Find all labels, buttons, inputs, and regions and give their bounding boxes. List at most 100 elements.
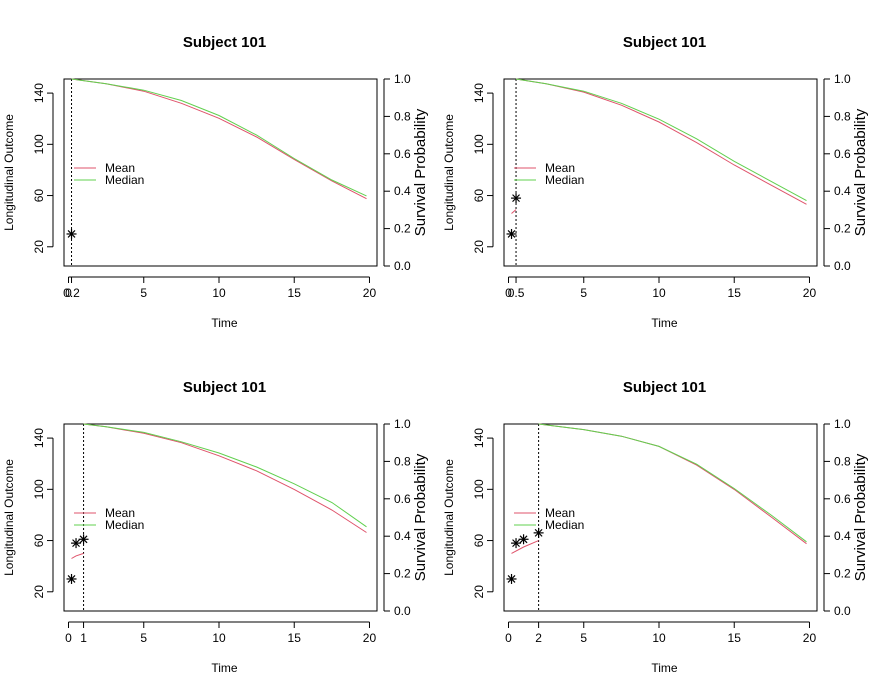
- y-right-tick-label-1: 0.2: [834, 567, 851, 581]
- x-tick-label-5: 5: [580, 631, 587, 645]
- y-left-tick-label-140: 140: [32, 83, 46, 103]
- y-right-tick-label-5: 1.0: [394, 72, 411, 86]
- legend-label-mean: Mean: [545, 161, 575, 175]
- y-right-tick-label-4: 0.8: [834, 454, 851, 468]
- y-right-tick-label-0: 0.0: [394, 259, 411, 273]
- x-tick-label-10: 10: [212, 631, 226, 645]
- y-left-tick-label-140: 140: [472, 83, 486, 103]
- y-right-axis-label: Survival Probability: [412, 453, 429, 581]
- legend-label-mean: Mean: [105, 161, 135, 175]
- y-right-tick-label-0: 0.0: [394, 604, 411, 618]
- y-left-tick-label-100: 100: [472, 479, 486, 499]
- y-left-tick-label-60: 60: [32, 534, 46, 548]
- survival-curve-median: [71, 78, 367, 197]
- y-right-tick-label-4: 0.8: [394, 454, 411, 468]
- x-tick-label-20: 20: [363, 631, 377, 645]
- y-left-tick-label-100: 100: [32, 479, 46, 499]
- y-right-tick-label-2: 0.4: [834, 184, 851, 198]
- y-right-tick-label-3: 0.6: [834, 492, 851, 506]
- panel-3: Subject 101 0 5 10 15 20 1 Time 20 60 100 140 Longit…: [2, 379, 429, 675]
- y-right-tick-label-5: 1.0: [834, 417, 851, 431]
- y-right-tick-label-2: 0.4: [394, 184, 411, 198]
- survival-curve-median: [83, 423, 367, 528]
- x-tick-label-5: 5: [140, 631, 147, 645]
- y-right-tick-label-1: 0.2: [834, 222, 851, 236]
- y-left-tick-label-100: 100: [32, 134, 46, 154]
- x-tick-label-0: 0: [65, 286, 72, 300]
- y-left-tick-label-60: 60: [472, 534, 486, 548]
- x-tick-label-5: 5: [140, 286, 147, 300]
- y-left-axis-label: Longitudinal Outcome: [2, 459, 16, 576]
- observed-point-1: [66, 573, 77, 584]
- legend-label-median: Median: [545, 173, 584, 187]
- x-axis-label: Time: [211, 316, 238, 330]
- landmark-tick-label: 0.5: [508, 286, 525, 300]
- y-right-tick-label-2: 0.4: [394, 529, 411, 543]
- y-right-tick-label-4: 0.8: [394, 109, 411, 123]
- x-tick-label-15: 15: [728, 286, 742, 300]
- landmark-tick-label: 0.2: [63, 286, 80, 300]
- plot-frame: [503, 78, 818, 267]
- plot-frame: [503, 423, 818, 612]
- x-axis-label: Time: [211, 661, 238, 675]
- y-left-tick-label-20: 20: [472, 240, 486, 254]
- landmark-tick-label: 2: [535, 631, 542, 645]
- observed-point-2: [511, 193, 522, 204]
- observed-point-1: [506, 228, 517, 239]
- y-right-tick-label-3: 0.6: [394, 492, 411, 506]
- observed-point-3: [78, 534, 89, 545]
- longitudinal-fit-line: [511, 540, 539, 554]
- y-right-tick-label-2: 0.4: [834, 529, 851, 543]
- y-right-axis-label: Survival Probability: [412, 108, 429, 236]
- y-right-tick-label-4: 0.8: [834, 109, 851, 123]
- x-axis-label: Time: [651, 316, 678, 330]
- y-right-tick-label-0: 0.0: [834, 604, 851, 618]
- chart-title: Subject 101: [183, 379, 266, 396]
- y-left-tick-label-60: 60: [32, 189, 46, 203]
- y-left-axis-label: Longitudinal Outcome: [442, 459, 456, 576]
- y-left-tick-label-140: 140: [472, 428, 486, 448]
- x-tick-label-15: 15: [728, 631, 742, 645]
- y-left-tick-label-140: 140: [32, 428, 46, 448]
- y-right-tick-label-1: 0.2: [394, 567, 411, 581]
- y-right-tick-label-5: 1.0: [394, 417, 411, 431]
- observed-point-1: [66, 228, 77, 239]
- y-left-tick-label-20: 20: [472, 585, 486, 599]
- panel-4: Subject 101 0 5 10 15 20 2 Time 20 60 100 140 Longit…: [442, 379, 869, 675]
- observed-point-2: [511, 538, 522, 549]
- legend-label-median: Median: [545, 518, 584, 532]
- x-tick-label-20: 20: [803, 286, 817, 300]
- chart-title: Subject 101: [623, 34, 706, 51]
- y-right-axis-label: Survival Probability: [852, 453, 869, 581]
- y-right-tick-label-3: 0.6: [834, 147, 851, 161]
- y-right-tick-label-0: 0.0: [834, 259, 851, 273]
- chart-title: Subject 101: [183, 34, 266, 51]
- observed-point-3: [518, 534, 529, 545]
- survival-curve-median: [538, 423, 807, 543]
- x-tick-label-15: 15: [288, 286, 302, 300]
- y-left-tick-label-100: 100: [472, 134, 486, 154]
- plot-frame: [63, 423, 378, 612]
- y-right-tick-label-5: 1.0: [834, 72, 851, 86]
- x-tick-label-5: 5: [580, 286, 587, 300]
- legend-label-mean: Mean: [545, 506, 575, 520]
- x-tick-label-10: 10: [652, 631, 666, 645]
- y-left-tick-label-20: 20: [32, 240, 46, 254]
- longitudinal-fit-line: [71, 552, 84, 559]
- y-left-axis-label: Longitudinal Outcome: [442, 114, 456, 231]
- y-left-tick-label-20: 20: [32, 585, 46, 599]
- x-tick-label-20: 20: [363, 286, 377, 300]
- survival-curve-median: [515, 78, 807, 202]
- legend-label-mean: Mean: [105, 506, 135, 520]
- observed-point-4: [533, 527, 544, 538]
- x-tick-label-0: 0: [505, 286, 512, 300]
- y-right-tick-label-1: 0.2: [394, 222, 411, 236]
- y-left-axis-label: Longitudinal Outcome: [2, 114, 16, 231]
- y-right-axis-label: Survival Probability: [852, 108, 869, 236]
- observed-point-1: [506, 573, 517, 584]
- x-tick-label-0: 0: [505, 631, 512, 645]
